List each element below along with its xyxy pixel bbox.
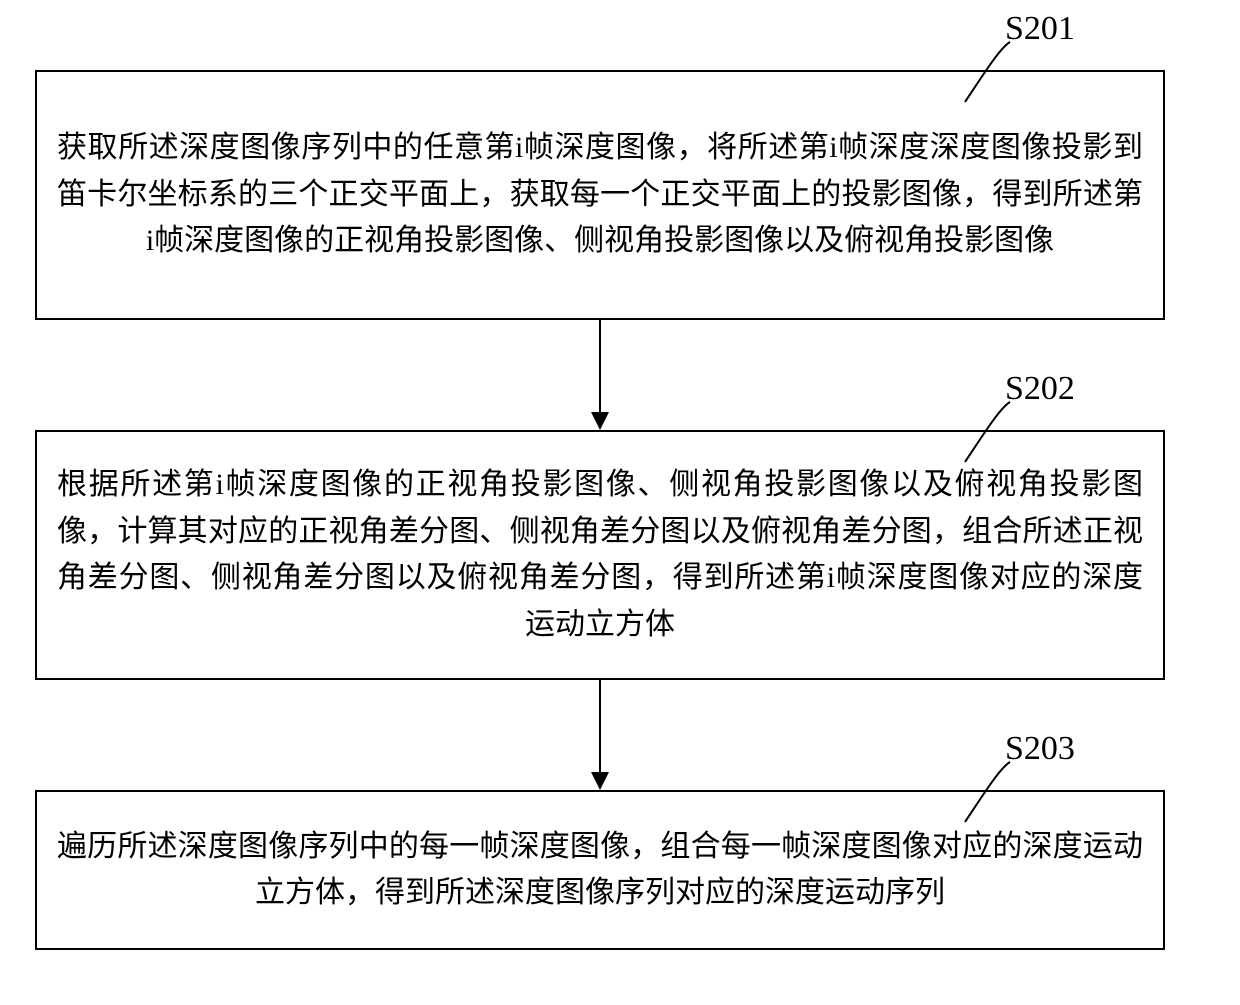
step-box-s202: 根据所述第i帧深度图像的正视角投影图像、侧视角投影图像以及俯视角投影图像，计算其…	[35, 430, 1165, 680]
step-text-s202: 根据所述第i帧深度图像的正视角投影图像、侧视角投影图像以及俯视角投影图像，计算其…	[57, 462, 1143, 648]
step-box-s203: 遍历所述深度图像序列中的每一帧深度图像，组合每一帧深度图像对应的深度运动立方体，…	[35, 790, 1165, 950]
step-label-s202: S202	[1005, 370, 1075, 408]
step-label-s201: S201	[1005, 10, 1075, 48]
step-text-s203: 遍历所述深度图像序列中的每一帧深度图像，组合每一帧深度图像对应的深度运动立方体，…	[57, 824, 1143, 917]
flowchart-canvas: 获取所述深度图像序列中的任意第i帧深度图像，将所述第i帧深度深度图像投影到笛卡尔…	[0, 0, 1240, 1005]
step-text-s201: 获取所述深度图像序列中的任意第i帧深度图像，将所述第i帧深度深度图像投影到笛卡尔…	[57, 125, 1143, 265]
step-label-s203: S203	[1005, 730, 1075, 768]
step-box-s201: 获取所述深度图像序列中的任意第i帧深度图像，将所述第i帧深度深度图像投影到笛卡尔…	[35, 70, 1165, 320]
